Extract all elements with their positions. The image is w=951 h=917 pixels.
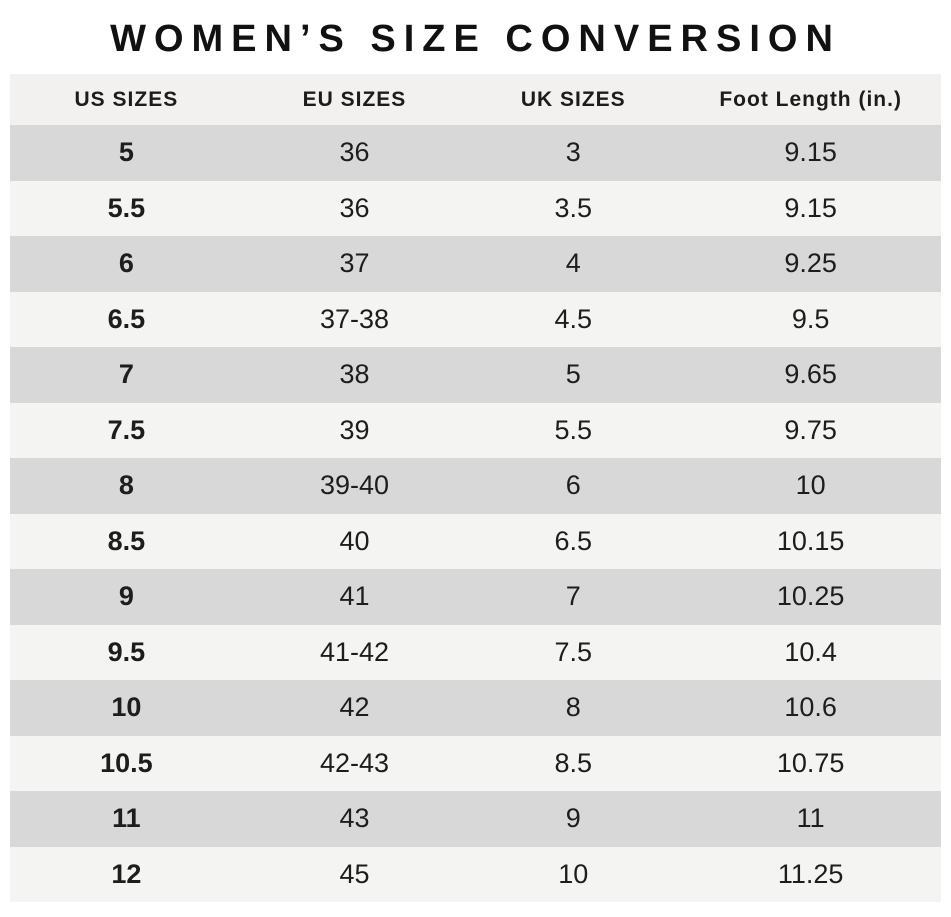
table-row: 6.5 37-38 4.5 9.5: [10, 291, 941, 347]
table-row: 7.5 39 5.5 9.75: [10, 402, 941, 458]
table-cell: 11: [112, 803, 141, 834]
table-cell: 39-40: [319, 470, 389, 501]
table-cell: 9.15: [784, 192, 837, 223]
table-header-row: US SIZES EU SIZES UK SIZES Foot Length (…: [10, 74, 941, 125]
table-row: 6 37 4 9.25: [10, 236, 941, 292]
table-cell: 9.15: [784, 137, 837, 168]
table-cell: 9.75: [784, 414, 837, 445]
table-body: 5 36 3 9.15 5.5 36 3.5 9.15 6 37 4 9.25 6.5 37-38 4.5 9…: [10, 125, 941, 902]
table-cell: 41-42: [319, 636, 389, 667]
table-cell: 9.5: [107, 636, 146, 667]
column-header-uk-sizes: UK SIZES: [466, 74, 681, 125]
table-cell: 5.5: [554, 414, 593, 445]
column-header-us-sizes: US SIZES: [10, 74, 243, 125]
table-cell: 5.5: [107, 192, 146, 223]
table-cell: 10.5: [100, 747, 153, 778]
table-cell: 5: [565, 359, 581, 390]
table-cell: 4: [565, 248, 581, 279]
table-cell: 9.5: [791, 303, 830, 334]
table-row: 10 42 8 10.6: [10, 680, 941, 736]
table-cell: 39: [339, 414, 370, 445]
table-cell: 10: [111, 692, 142, 723]
table-cell: 8: [118, 470, 134, 501]
table-cell: 42: [339, 692, 370, 723]
table-cell: 9.25: [784, 248, 837, 279]
table-cell: 11: [796, 803, 825, 834]
table-cell: 36: [339, 137, 370, 168]
table-row: 9.5 41-42 7.5 10.4: [10, 624, 941, 680]
table-cell: 37-38: [319, 303, 389, 334]
table-cell: 7: [565, 581, 581, 612]
table-row: 11 43 9 11: [10, 791, 941, 847]
table-cell: 3.5: [554, 192, 593, 223]
table-cell: 6: [118, 248, 134, 279]
table-row: 5 36 3 9.15: [10, 125, 941, 181]
size-conversion-table: US SIZES EU SIZES UK SIZES Foot Length (…: [10, 74, 941, 902]
table-row: 9 41 7 10.25: [10, 569, 941, 625]
table-row: 12 45 10 11.25: [10, 846, 941, 902]
table-cell: 36: [339, 192, 370, 223]
table-cell: 10: [795, 470, 826, 501]
table-cell: 8: [565, 692, 581, 723]
table-cell: 8.5: [107, 525, 146, 556]
table-row: 8.5 40 6.5 10.15: [10, 513, 941, 569]
table-row: 10.5 42-43 8.5 10.75: [10, 735, 941, 791]
table-cell: 4.5: [554, 303, 593, 334]
table-cell: 10.6: [784, 692, 837, 723]
table-cell: 45: [339, 858, 370, 889]
table-cell: 5: [118, 137, 134, 168]
table-cell: 12: [111, 858, 142, 889]
table-row: 7 38 5 9.65: [10, 347, 941, 403]
table-cell: 10.75: [776, 747, 845, 778]
table-cell: 38: [339, 359, 370, 390]
table-cell: 11.25: [777, 858, 844, 889]
table-header: US SIZES EU SIZES UK SIZES Foot Length (…: [10, 74, 941, 125]
table-cell: 3: [565, 137, 581, 168]
table-cell: 9: [565, 803, 581, 834]
table-cell: 10: [558, 858, 589, 889]
table-cell: 10.25: [776, 581, 845, 612]
page-title: WOMEN’S SIZE CONVERSION: [110, 18, 841, 60]
table-row: 5.5 36 3.5 9.15: [10, 180, 941, 236]
table-cell: 40: [339, 525, 370, 556]
column-header-foot-length: Foot Length (in.): [680, 74, 941, 125]
table-cell: 43: [339, 803, 370, 834]
table-row: 8 39-40 6 10: [10, 458, 941, 514]
table-cell: 42-43: [319, 747, 389, 778]
table-cell: 6.5: [107, 303, 146, 334]
table-cell: 7.5: [554, 636, 593, 667]
table-cell: 7.5: [107, 414, 146, 445]
table-cell: 6.5: [554, 525, 593, 556]
table-cell: 10.15: [776, 525, 845, 556]
table-cell: 7: [118, 359, 134, 390]
table-cell: 10.4: [784, 636, 837, 667]
table-cell: 41: [339, 581, 370, 612]
table-cell: 37: [339, 248, 370, 279]
table-cell: 6: [565, 470, 581, 501]
table-cell: 8.5: [554, 747, 593, 778]
table-cell: 9.65: [784, 359, 837, 390]
table-cell: 9: [118, 581, 134, 612]
column-header-eu-sizes: EU SIZES: [242, 74, 467, 125]
